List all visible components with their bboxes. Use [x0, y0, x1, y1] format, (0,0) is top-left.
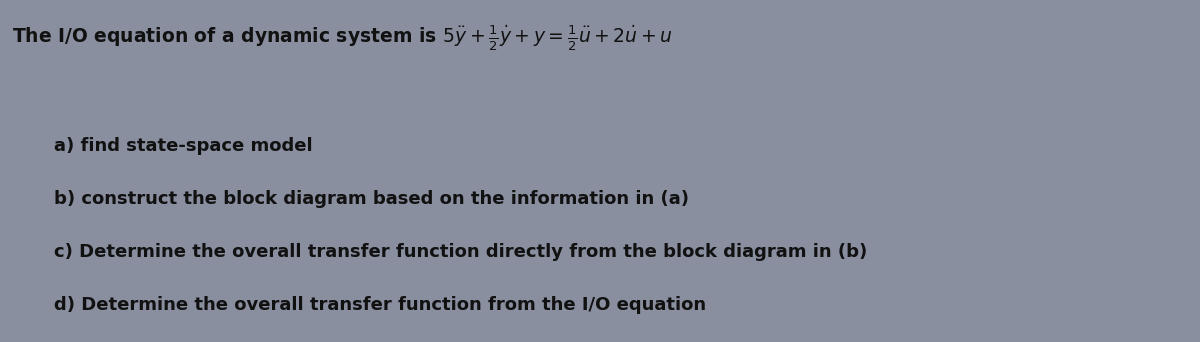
Text: c) Determine the overall transfer function directly from the block diagram in (b: c) Determine the overall transfer functi… [54, 243, 868, 261]
Text: a) find state-space model: a) find state-space model [54, 137, 313, 155]
Text: b) construct the block diagram based on the information in (a): b) construct the block diagram based on … [54, 190, 689, 208]
Text: d) Determine the overall transfer function from the I/O equation: d) Determine the overall transfer functi… [54, 296, 706, 314]
Text: The I/O equation of a dynamic system is $5\ddot{y} + \frac{1}{2}\dot{y} + y = \f: The I/O equation of a dynamic system is … [12, 24, 673, 53]
